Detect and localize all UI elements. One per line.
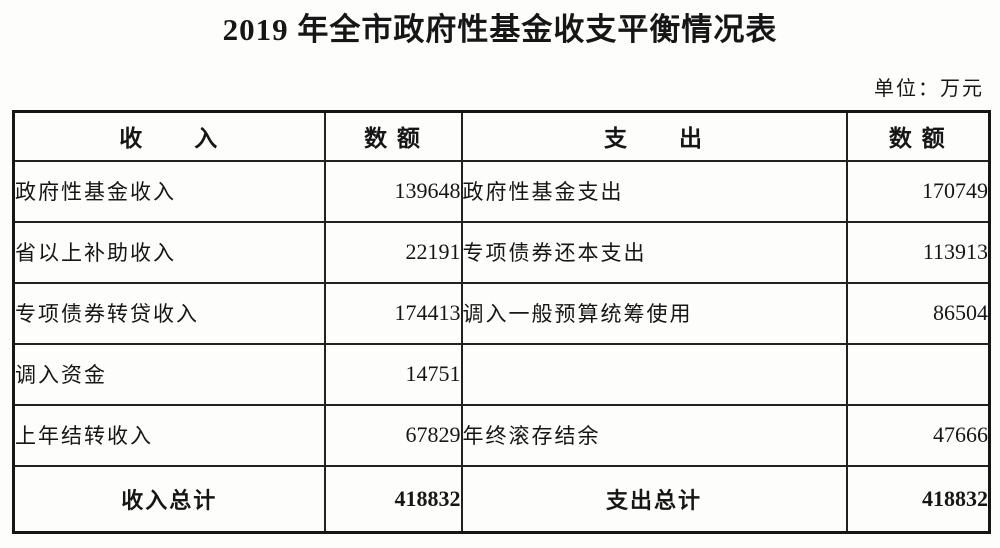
table-total-row: 收入总计 418832 支出总计 418832 — [12, 464, 991, 534]
table-row: 政府性基金收入 139648 政府性基金支出 170749 — [12, 159, 991, 223]
expense-amount — [845, 342, 991, 406]
fund-balance-table: 收 入 数 额 支 出 数 额 政府性基金收入 139648 政府性基金支出 1… — [12, 110, 991, 535]
expense-label: 年终滚存结余 — [460, 403, 848, 467]
income-label: 政府性基金收入 — [12, 159, 326, 223]
expense-amount: 170749 — [845, 159, 991, 223]
income-label: 专项债券转贷收入 — [12, 281, 326, 345]
income-amount: 14751 — [323, 342, 463, 406]
income-amount: 139648 — [323, 159, 463, 223]
header-income-amount: 数 额 — [323, 110, 463, 162]
income-label: 上年结转收入 — [12, 403, 326, 467]
expense-total-label: 支出总计 — [460, 464, 848, 534]
income-label: 调入资金 — [12, 342, 326, 406]
expense-label: 政府性基金支出 — [460, 159, 848, 223]
income-total-amount: 418832 — [323, 464, 463, 534]
header-income: 收 入 — [12, 110, 326, 162]
income-total-label: 收入总计 — [12, 464, 326, 534]
expense-amount: 47666 — [845, 403, 991, 467]
expense-amount: 113913 — [845, 220, 991, 284]
expense-total-amount: 418832 — [845, 464, 991, 534]
expense-label: 调入一般预算统筹使用 — [460, 281, 848, 345]
expense-amount: 86504 — [845, 281, 991, 345]
header-expense-amount: 数 额 — [845, 110, 991, 162]
expense-label: 专项债券还本支出 — [460, 220, 848, 284]
table-row: 专项债券转贷收入 174413 调入一般预算统筹使用 86504 — [12, 281, 991, 345]
income-amount: 22191 — [323, 220, 463, 284]
income-label: 省以上补助收入 — [12, 220, 326, 284]
expense-label — [460, 342, 848, 406]
unit-label: 单位：万元 — [874, 78, 984, 101]
header-expense: 支 出 — [460, 110, 848, 162]
table-row: 调入资金 14751 — [12, 342, 991, 406]
income-amount: 67829 — [323, 403, 463, 467]
income-amount: 174413 — [323, 281, 463, 345]
page-title: 2019 年全市政府性基金收支平衡情况表 — [222, 12, 778, 47]
table-row: 上年结转收入 67829 年终滚存结余 47666 — [12, 403, 991, 467]
table-row: 省以上补助收入 22191 专项债券还本支出 113913 — [12, 220, 991, 284]
table-header-row: 收 入 数 额 支 出 数 额 — [12, 110, 991, 162]
